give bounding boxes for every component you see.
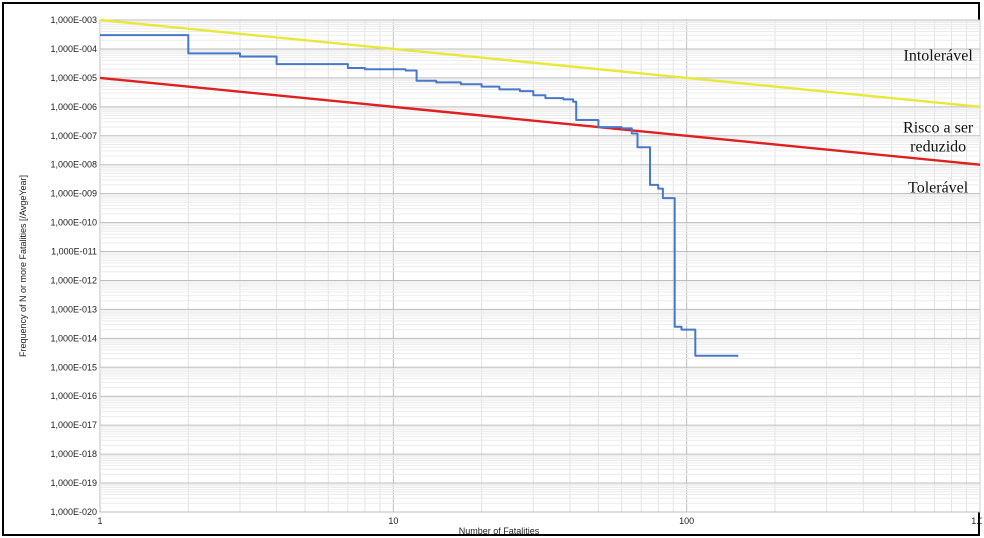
grid — [99, 19, 981, 513]
y-tick-label: 1,000E-009 — [50, 189, 97, 199]
series-group — [99, 18, 981, 357]
y-tick-labels: 1,000E-003 1,000E-004 1,000E-005 1,000E-006… — [50, 15, 97, 517]
y-tick-label: 1,000E-011 — [51, 247, 97, 257]
y-tick-label: 1,000E-012 — [50, 275, 97, 285]
y-tick-label: 1,000E-008 — [50, 160, 97, 170]
y-tick-label: 1,000E-017 — [50, 420, 97, 430]
x-tick-label: 1 — [97, 516, 102, 526]
x-axis-title: Number of Fatalities — [459, 526, 540, 536]
region-label-line: reduzido — [910, 138, 966, 155]
region-labels: Intolerável Risco a ser reduzido Tolerável — [903, 47, 974, 196]
x-tick-labels: 1 10 100 1.00 — [97, 516, 982, 526]
y-tick-label: 1,000E-020 — [50, 507, 97, 517]
y-tick-label: 1,000E-004 — [50, 44, 97, 54]
y-tick-label: 1,000E-005 — [50, 73, 97, 83]
region-label: Intolerável — [904, 47, 974, 64]
tolerable-limit-line — [99, 76, 981, 166]
y-tick-label: 1,000E-003 — [50, 15, 97, 25]
region-label-line: Risco a ser — [903, 119, 974, 136]
intolerable-limit-line — [99, 18, 981, 108]
y-tick-label: 1,000E-010 — [50, 218, 97, 228]
y-tick-label: 1,000E-016 — [50, 391, 97, 401]
region-label-line: Intolerável — [904, 47, 974, 64]
x-tick-label: 1.00 — [971, 516, 982, 526]
y-tick-label: 1,000E-014 — [50, 333, 97, 343]
region-label-line: Tolerável — [908, 179, 969, 196]
y-tick-label: 1,000E-015 — [50, 362, 97, 372]
y-tick-label: 1,000E-019 — [50, 478, 97, 488]
y-tick-label: 1,000E-013 — [50, 304, 97, 314]
region-label: Tolerável — [908, 179, 969, 196]
y-axis-title: Frequency of N or more Fatalities [/Avge… — [18, 175, 28, 357]
y-tick-label: 1,000E-007 — [50, 131, 97, 141]
y-tick-label: 1,000E-018 — [50, 449, 97, 459]
y-tick-label: 1,000E-006 — [50, 102, 97, 112]
region-label: Risco a ser reduzido — [903, 119, 974, 155]
x-tick-label: 10 — [388, 516, 398, 526]
x-tick-label: 100 — [679, 516, 694, 526]
fn-curve-line — [100, 34, 739, 357]
